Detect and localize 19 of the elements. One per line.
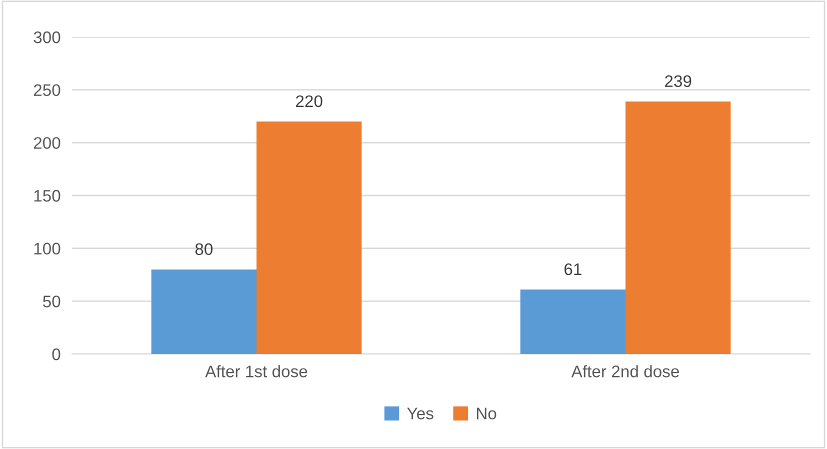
y-tick-label: 0 xyxy=(52,348,60,360)
y-tick-label: 50 xyxy=(43,296,60,308)
y-tick-label: 200 xyxy=(34,137,60,149)
y-tick-label: 300 xyxy=(34,31,60,44)
y-tick-label: 150 xyxy=(34,190,60,202)
data-label: 61 xyxy=(564,263,582,276)
bar xyxy=(256,122,362,354)
bar xyxy=(626,101,731,354)
data-label: 239 xyxy=(665,75,692,88)
bar xyxy=(520,290,626,354)
legend-label: No xyxy=(476,408,496,420)
legend-label: Yes xyxy=(407,408,434,420)
y-tick-label: 100 xyxy=(34,242,60,255)
x-tick-label: After 2nd dose xyxy=(571,365,679,378)
x-tick-label: After 1st dose xyxy=(205,365,308,378)
y-tick-label: 250 xyxy=(34,84,60,96)
bar xyxy=(151,269,256,354)
data-label: 220 xyxy=(296,95,322,108)
data-label: 80 xyxy=(195,243,213,256)
